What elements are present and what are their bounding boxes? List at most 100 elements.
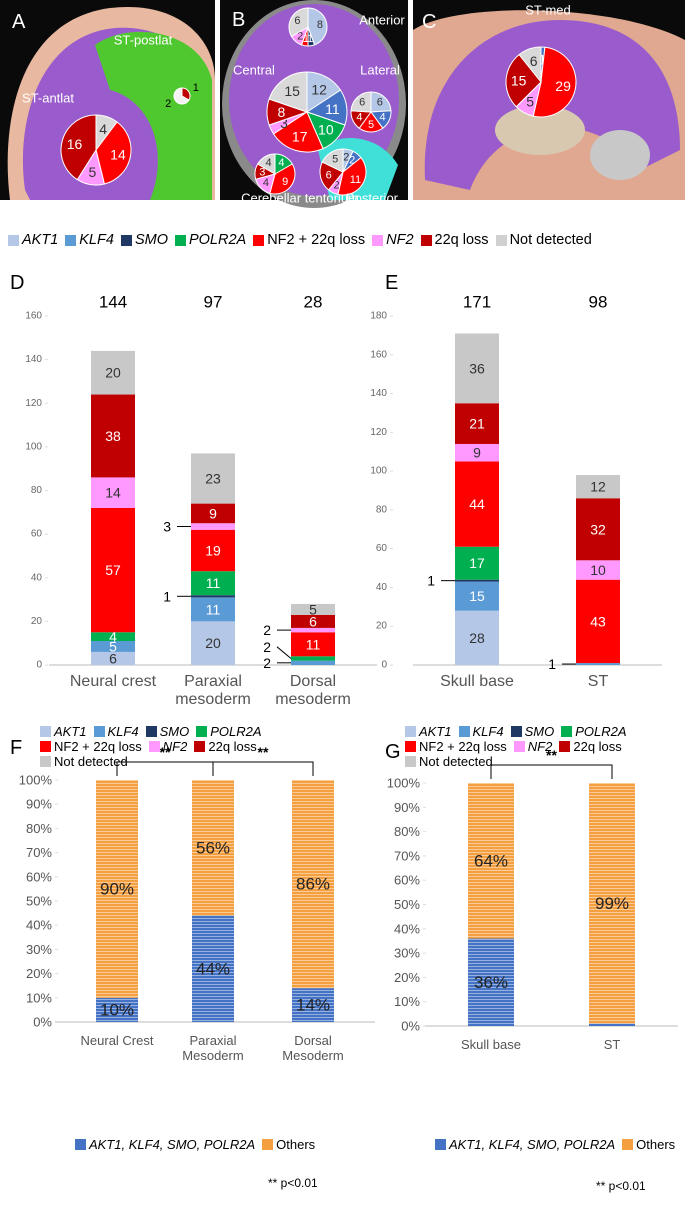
bar-segment xyxy=(291,627,335,633)
bar-value-label: 36 xyxy=(469,360,485,376)
bar-value-label: 38 xyxy=(105,428,121,444)
panel-label: E xyxy=(385,272,398,294)
pie-value-label: 14 xyxy=(110,146,126,162)
legend-item: AKT1, KLF4, SMO, POLR2A xyxy=(435,1137,615,1152)
legend-swatch xyxy=(65,234,77,246)
bar-value-label: 20 xyxy=(205,635,221,651)
pie-value-label: 4 xyxy=(356,111,362,123)
legend: AKT1, KLF4, SMO, POLR2A Others xyxy=(435,1137,685,1152)
bar-segment xyxy=(576,560,620,580)
y-tick-label: 50% xyxy=(394,897,420,912)
legend-item: Others xyxy=(622,1137,675,1152)
region-label: Posterior xyxy=(346,191,399,206)
pie-slice xyxy=(256,153,276,175)
legend-label: KLF4 xyxy=(472,724,504,739)
y-tick-label: 60% xyxy=(26,869,52,884)
x-category-label: Dorsal Mesoderm xyxy=(282,1033,344,1063)
bar-total: 144 xyxy=(99,293,127,312)
bar-value-label: 56% xyxy=(196,838,230,857)
bar-value-label: 86% xyxy=(296,875,330,894)
legend-label: SMO xyxy=(524,724,555,739)
bar-value-label: 44 xyxy=(469,496,485,512)
y-tick-label: 100 xyxy=(370,466,387,477)
y-tick-label: 140 xyxy=(370,388,387,399)
bar-segment xyxy=(455,610,499,665)
pie-value-label: 11 xyxy=(350,174,361,186)
pie-slice xyxy=(268,71,308,113)
pie-slice xyxy=(518,46,542,84)
legend-swatch xyxy=(75,1139,86,1150)
y-tick-label: 40 xyxy=(376,582,388,593)
bar-value-label: 4 xyxy=(109,629,117,645)
legend-swatch xyxy=(458,726,470,737)
legend-swatch xyxy=(40,726,51,737)
legend-item: Not detected xyxy=(405,754,493,769)
bar-value-label: 99% xyxy=(595,894,629,913)
y-tick-label: 20 xyxy=(376,621,388,632)
legend-swatch xyxy=(262,1139,274,1150)
legend-item: AKT1 xyxy=(40,724,87,739)
y-tick-label: 20% xyxy=(394,970,420,985)
legend-item: Not detected xyxy=(495,232,592,248)
legend-label: NF2 xyxy=(527,739,553,754)
bar-value-label: 14% xyxy=(296,996,330,1015)
x-category-label: Neural Crest xyxy=(80,1033,154,1048)
pie-value-label: 4 xyxy=(380,111,386,123)
bar-segment xyxy=(191,595,235,598)
x-category-label: ST xyxy=(603,1037,621,1052)
bar-segment xyxy=(292,988,334,1022)
region-label: ST-med xyxy=(525,3,571,18)
y-tick-label: 0 xyxy=(36,660,42,671)
pie-value-label: 15 xyxy=(511,73,527,89)
y-tick-label: 0 xyxy=(381,660,387,671)
leader-line xyxy=(276,646,292,659)
cerebellum xyxy=(590,130,650,180)
bar-value-label: 10% xyxy=(100,1000,134,1019)
region-label: Central xyxy=(233,63,275,78)
legend-item: POLR2A xyxy=(561,724,627,739)
pie-value-label: 11 xyxy=(325,101,340,117)
y-tick-label: 70% xyxy=(26,845,52,860)
bar-segment xyxy=(191,621,235,665)
legend-label: Others xyxy=(276,1137,316,1152)
pie-value-label: 10 xyxy=(318,121,334,137)
y-tick-label: 80% xyxy=(26,821,52,836)
pie-value-label: 5 xyxy=(526,94,534,110)
y-tick-label: 160 xyxy=(25,311,42,322)
legend-label: 22q loss xyxy=(434,232,489,248)
pie-value-label: 9 xyxy=(282,176,288,188)
region-label: Cerebellar tentorium xyxy=(241,191,359,206)
y-tick-label: 80 xyxy=(31,485,43,496)
bar-segment xyxy=(91,632,135,642)
bar-segment xyxy=(191,453,235,504)
legend-item: 22q loss xyxy=(194,739,257,754)
legend-swatch xyxy=(495,234,507,246)
y-tick-label: 100% xyxy=(19,773,53,788)
x-category-label: Dorsal mesoderm xyxy=(275,673,351,709)
bar-segment xyxy=(576,498,620,561)
legend-label: KLF4 xyxy=(79,232,114,248)
x-category-label: ST xyxy=(587,673,609,690)
bar-value-label: 36% xyxy=(474,973,508,992)
legend-label: Not detected xyxy=(54,754,128,769)
footnote: ** p<0.01 xyxy=(596,1179,646,1193)
significance-mark: ** xyxy=(258,744,269,760)
pie-value-label: 16 xyxy=(67,136,83,152)
y-tick-label: 20 xyxy=(31,616,43,627)
bar-segment xyxy=(191,597,235,622)
legend-label: POLR2A xyxy=(210,724,262,739)
y-tick-label: 100% xyxy=(387,776,421,791)
bar-segment xyxy=(455,443,499,462)
pie-slice xyxy=(350,91,372,113)
bar-segment xyxy=(91,507,135,633)
bar-segment xyxy=(91,651,135,665)
legend-item: NF2 + 22q loss xyxy=(405,739,507,754)
pie-value-label: 8 xyxy=(278,104,286,120)
bar-segment xyxy=(96,997,138,1022)
legend-label: AKT1, KLF4, SMO, POLR2A xyxy=(89,1137,256,1152)
legend-label: NF2 + 22q loss xyxy=(267,232,366,248)
bar-value-label: 28 xyxy=(469,630,485,646)
legend-swatch xyxy=(8,234,19,246)
y-tick-label: 60 xyxy=(31,529,43,540)
